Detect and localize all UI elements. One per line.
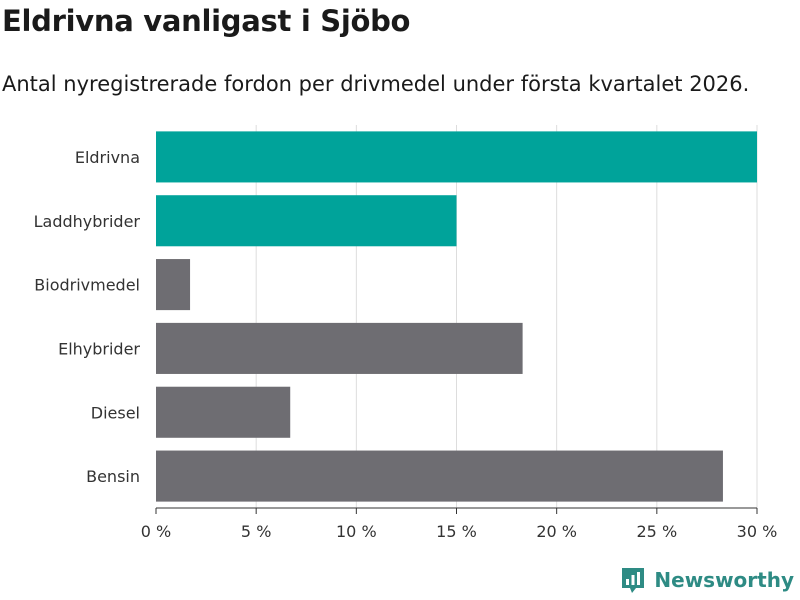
category-label: Elhybrider — [58, 339, 140, 358]
chart-title: Eldrivna vanligast i Sjöbo — [2, 4, 411, 38]
x-tick-label: 15 % — [436, 522, 477, 541]
category-label: Laddhybrider — [34, 212, 141, 231]
newsworthy-brand[interactable]: Newsworthy — [620, 566, 794, 594]
x-tick-label: 25 % — [637, 522, 678, 541]
brand-name: Newsworthy — [654, 568, 794, 592]
category-label: Diesel — [91, 403, 140, 422]
x-tick-label: 5 % — [241, 522, 271, 541]
bar-elhybrider — [156, 322, 523, 374]
category-label: Eldrivna — [75, 148, 140, 167]
chart-subtitle: Antal nyregistrerade fordon per drivmede… — [2, 72, 750, 96]
bar-bensin — [156, 450, 723, 502]
bar-eldrivna — [156, 131, 757, 183]
category-label: Bensin — [86, 467, 140, 486]
category-label: Biodrivmedel — [34, 276, 140, 295]
x-tick-label: 10 % — [336, 522, 377, 541]
x-tick-label: 0 % — [141, 522, 171, 541]
bar-biodrivmedel — [156, 259, 191, 311]
newsworthy-logo-icon — [622, 568, 645, 593]
bar-laddhybrider — [156, 195, 457, 247]
bar-diesel — [156, 386, 291, 438]
x-tick-label: 20 % — [536, 522, 577, 541]
x-tick-label: 30 % — [737, 522, 778, 541]
